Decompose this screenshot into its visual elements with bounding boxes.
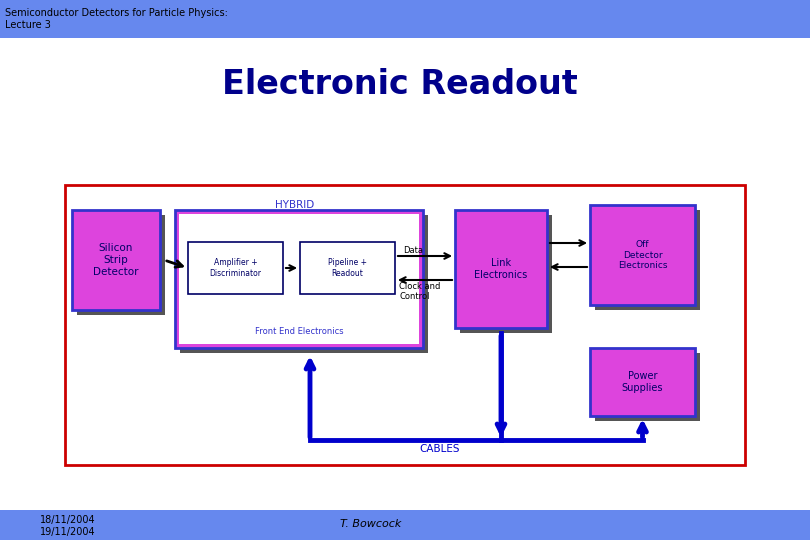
Bar bbox=[300, 242, 395, 294]
Bar bbox=[188, 242, 283, 294]
Bar bbox=[460, 215, 552, 333]
Bar bbox=[590, 205, 695, 305]
Text: Electronic Readout: Electronic Readout bbox=[222, 68, 578, 101]
Text: T. Bowcock: T. Bowcock bbox=[340, 519, 402, 529]
Bar bbox=[77, 215, 165, 315]
Text: Pipeline +
Readout: Pipeline + Readout bbox=[328, 258, 367, 278]
Text: Silicon
Strip
Detector: Silicon Strip Detector bbox=[93, 244, 139, 276]
Bar bbox=[65, 185, 745, 465]
Text: 18/11/2004
19/11/2004: 18/11/2004 19/11/2004 bbox=[40, 515, 96, 537]
Bar bbox=[0, 510, 810, 540]
Text: Data: Data bbox=[403, 246, 423, 255]
Text: Amplifier +
Discriminator: Amplifier + Discriminator bbox=[210, 258, 262, 278]
Text: Link
Electronics: Link Electronics bbox=[475, 258, 527, 280]
Text: Front End Electronics: Front End Electronics bbox=[254, 327, 343, 336]
Text: Power
Supplies: Power Supplies bbox=[622, 371, 663, 393]
Bar bbox=[595, 353, 700, 421]
Bar bbox=[175, 210, 423, 348]
Bar bbox=[590, 348, 695, 416]
Bar bbox=[179, 214, 419, 344]
Bar bbox=[0, 0, 810, 38]
Text: Semiconductor Detectors for Particle Physics:
Lecture 3: Semiconductor Detectors for Particle Phy… bbox=[5, 8, 228, 30]
Text: Clock and
Control: Clock and Control bbox=[399, 282, 441, 301]
Text: HYBRID: HYBRID bbox=[275, 200, 314, 210]
Text: CABLES: CABLES bbox=[420, 444, 460, 454]
Bar bbox=[72, 210, 160, 310]
Bar bbox=[595, 210, 700, 310]
Bar bbox=[180, 215, 428, 353]
Text: Off
Detector
Electronics: Off Detector Electronics bbox=[618, 240, 667, 270]
Bar bbox=[455, 210, 547, 328]
